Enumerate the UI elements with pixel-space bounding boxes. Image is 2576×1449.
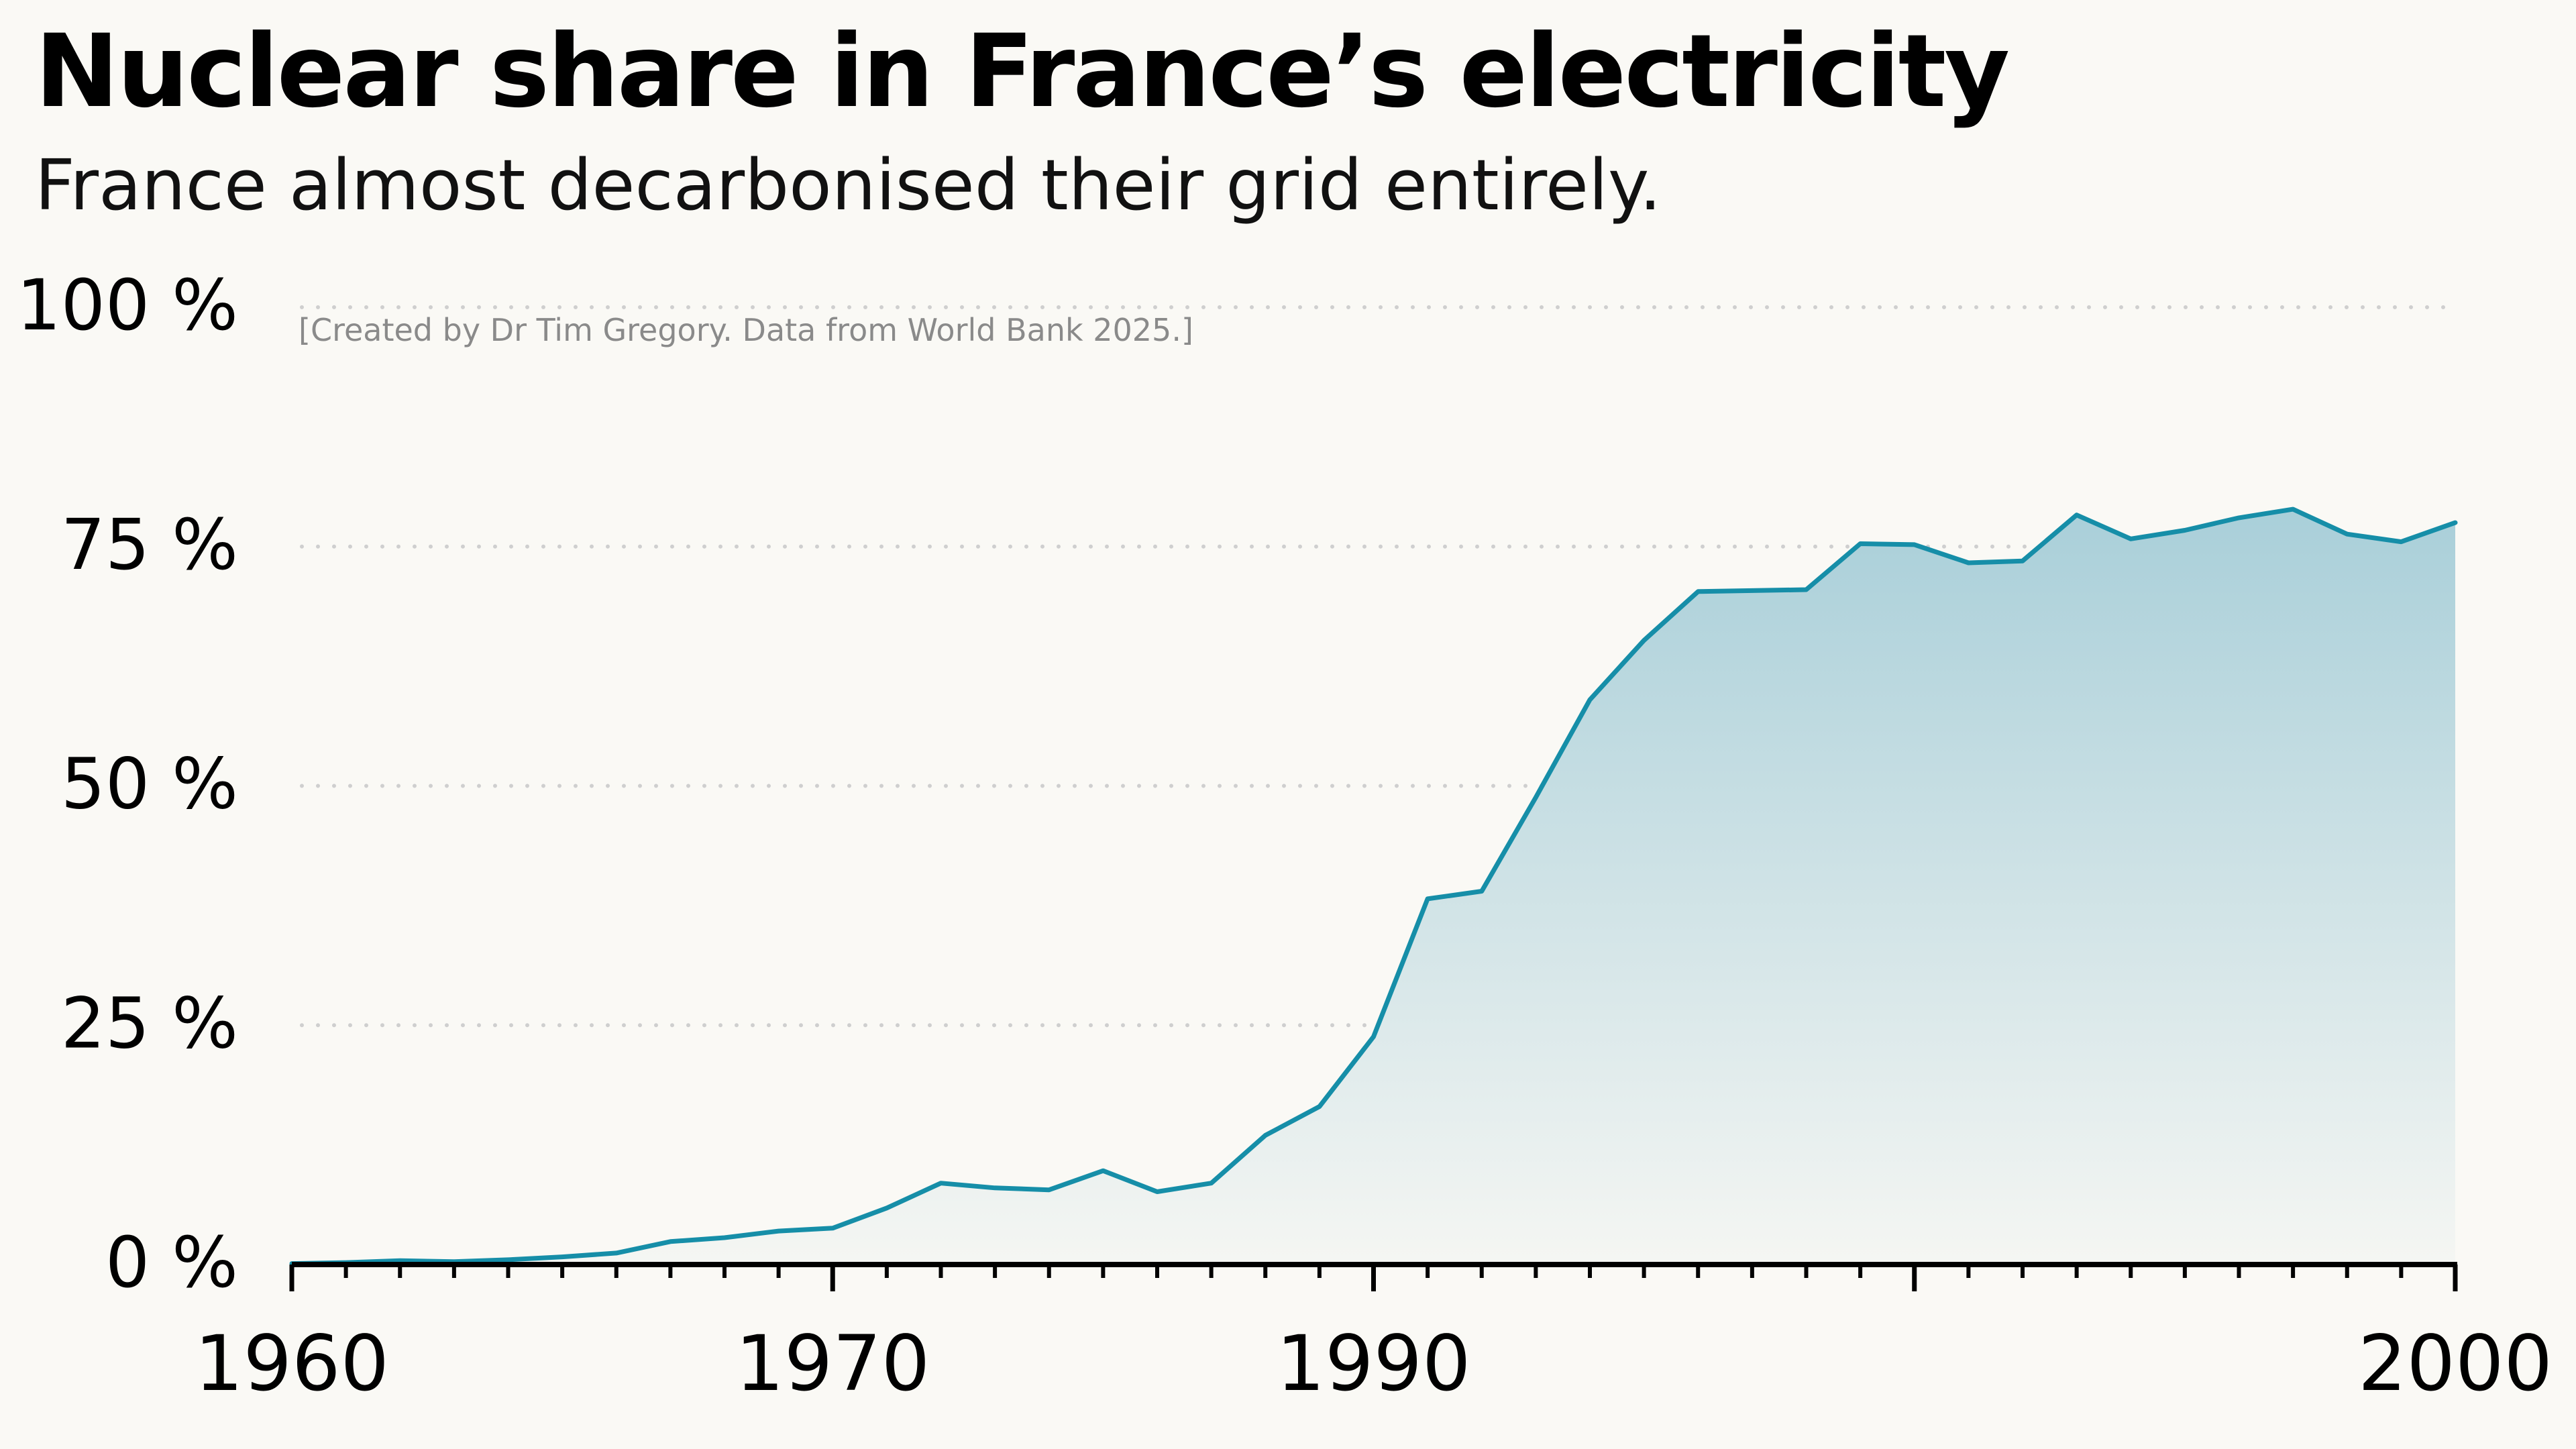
y-tick-label: 50 % bbox=[61, 743, 238, 825]
y-tick-label: 0 % bbox=[105, 1222, 238, 1303]
x-tick-label: 1960 bbox=[195, 1319, 389, 1408]
chart-subtitle: France almost decarbonised their grid en… bbox=[35, 144, 1662, 226]
y-tick-label: 25 % bbox=[61, 982, 238, 1064]
area-fill bbox=[292, 509, 2455, 1265]
y-tick-label: 100 % bbox=[17, 264, 238, 346]
y-tick-label: 75 % bbox=[61, 504, 238, 586]
x-tick-label: 2000 bbox=[2358, 1319, 2553, 1408]
source-annotation: [Created by Dr Tim Gregory. Data from Wo… bbox=[299, 312, 1193, 348]
x-tick-label: 1990 bbox=[1276, 1319, 1470, 1408]
series-line bbox=[289, 506, 2458, 1267]
chart-title: Nuclear share in France’s electricity bbox=[35, 13, 2010, 130]
x-tick-label: 1970 bbox=[735, 1319, 930, 1408]
